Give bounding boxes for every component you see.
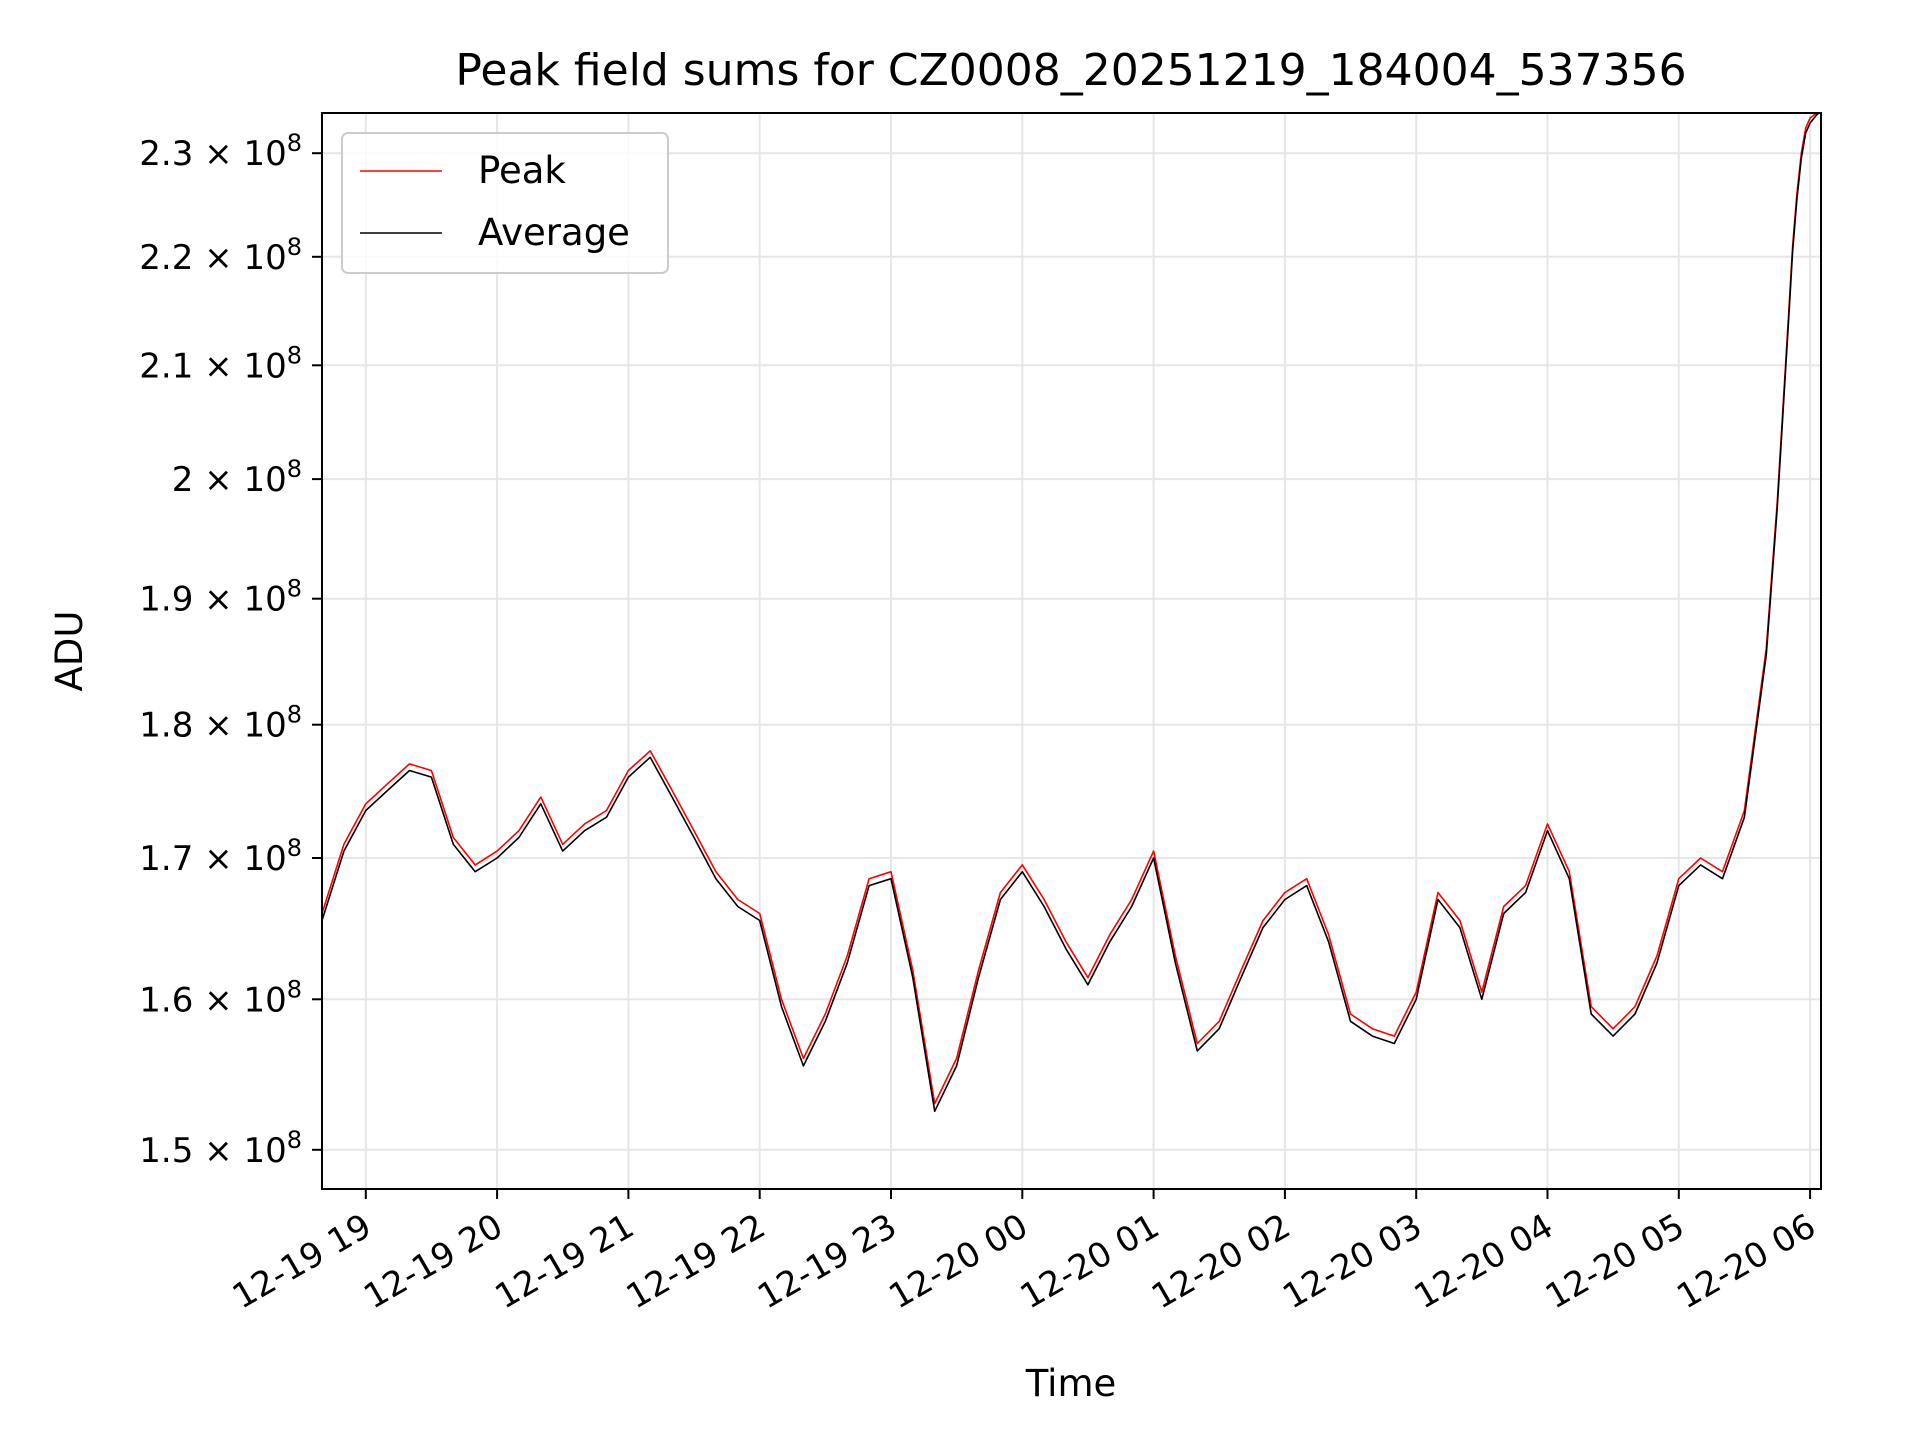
plot-frame (321, 112, 1822, 1190)
y-tick-label: 1.9 × 108 (139, 575, 302, 620)
y-tick-label: 1.6 × 108 (139, 975, 302, 1020)
legend-label-peak: Peak (478, 149, 566, 192)
y-tick-label: 2.3 × 108 (139, 129, 302, 174)
y-tick-label: 2.1 × 108 (139, 341, 302, 386)
y-tick-label: 1.7 × 108 (139, 834, 302, 879)
y-tick-label: 2 × 108 (172, 455, 302, 500)
series-line-average (322, 113, 1820, 1113)
grid-lines (322, 113, 1821, 1189)
x-axis-label: Time (1025, 1362, 1117, 1405)
y-axis-ticks: 1.5 × 108 1.6 × 108 1.7 × 108 1.8 × 108 1.9 … (139, 129, 322, 1171)
y-tick-label: 1.5 × 108 (139, 1126, 302, 1171)
y-tick-label: 1.8 × 108 (139, 701, 302, 746)
legend: Peak Average (341, 132, 669, 274)
y-tick-label: 2.2 × 108 (139, 233, 302, 278)
series-line-peak (322, 113, 1819, 1105)
legend-frame (341, 132, 669, 274)
plot-area (322, 113, 1820, 1113)
series-lines (322, 113, 1820, 1113)
legend-label-average: Average (478, 211, 630, 254)
y-axis-label: ADU (48, 611, 91, 692)
chart-title: Peak field sums for CZ0008_20251219_1840… (455, 45, 1686, 96)
